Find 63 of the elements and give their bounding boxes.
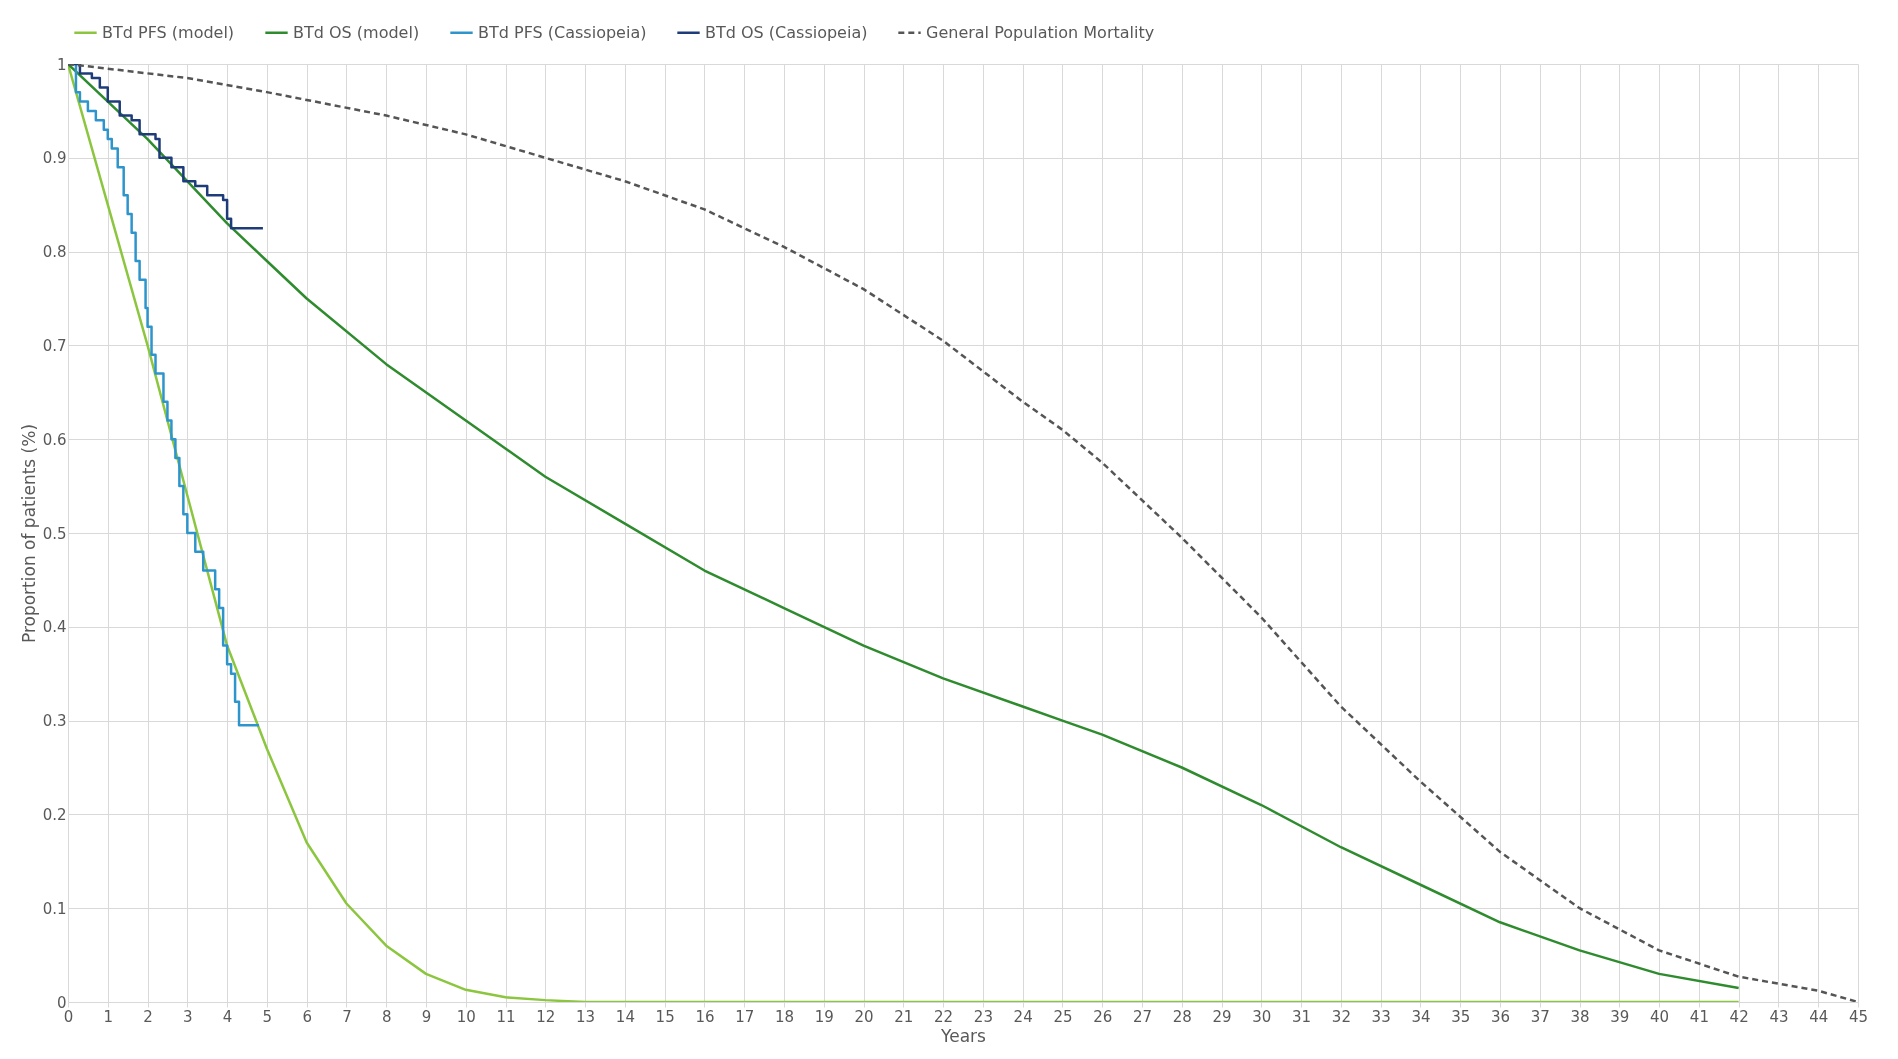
x-tick-label: 12 (536, 1007, 556, 1026)
x-tick-label: 41 (1689, 1007, 1709, 1026)
x-tick-label: 21 (894, 1007, 914, 1026)
x-tick-label: 37 (1530, 1007, 1550, 1026)
x-tick-label: 18 (774, 1007, 795, 1026)
x-tick-label: 40 (1650, 1007, 1670, 1026)
x-tick-label: 29 (1212, 1007, 1232, 1026)
x-tick-label: 16 (695, 1007, 715, 1026)
legend-label: BTd PFS (model) (102, 22, 235, 42)
y-tick-label: 0.2 (42, 805, 67, 824)
legend-label: BTd OS (Cassiopeia) (705, 22, 868, 42)
x-tick-label: 43 (1769, 1007, 1789, 1026)
x-tick-label: 24 (1013, 1007, 1033, 1026)
x-tick-label: 8 (381, 1007, 392, 1026)
y-axis-title: Proportion of patients (%) (18, 423, 39, 644)
y-tick-label: 0 (56, 993, 67, 1012)
x-axis-title: Years (940, 1025, 987, 1046)
y-tick-label: 0.9 (42, 149, 67, 168)
x-tick-label: 11 (496, 1007, 516, 1026)
x-tick-label: 39 (1610, 1007, 1630, 1026)
x-tick-label: 32 (1331, 1007, 1351, 1026)
x-tick-label: 17 (735, 1007, 755, 1026)
x-tick-label: 23 (973, 1007, 993, 1026)
x-tick-label: 30 (1252, 1007, 1272, 1026)
x-tick-label: 20 (854, 1007, 874, 1026)
y-tick-label: 0.1 (42, 899, 67, 918)
x-tick-label: 34 (1411, 1007, 1431, 1026)
x-tick-label: 6 (302, 1007, 312, 1026)
x-tick-label: 22 (934, 1007, 954, 1026)
x-tick-label: 42 (1729, 1007, 1749, 1026)
legend-label: General Population Mortality (926, 22, 1155, 42)
x-tick-label: 19 (814, 1007, 834, 1026)
x-tick-label: 7 (342, 1007, 352, 1026)
y-tick-label: 0.3 (42, 712, 67, 731)
x-tick-label: 38 (1570, 1007, 1590, 1026)
x-tick-label: 4 (222, 1007, 233, 1026)
x-tick-label: 31 (1292, 1007, 1312, 1026)
legend-label: BTd PFS (Cassiopeia) (478, 22, 647, 42)
x-tick-label: 3 (183, 1007, 193, 1026)
x-tick-label: 2 (143, 1007, 153, 1026)
x-tick-label: 28 (1172, 1007, 1192, 1026)
x-tick-label: 9 (421, 1007, 432, 1026)
x-tick-label: 35 (1451, 1007, 1471, 1026)
x-tick-label: 10 (456, 1007, 476, 1026)
y-tick-label: 1 (56, 55, 67, 74)
x-tick-label: 45 (1848, 1007, 1869, 1026)
y-tick-label: 0.4 (42, 618, 67, 637)
x-tick-label: 36 (1490, 1007, 1511, 1026)
y-tick-label: 0.6 (42, 430, 67, 449)
x-tick-label: 13 (576, 1007, 596, 1026)
x-tick-label: 5 (262, 1007, 273, 1026)
x-tick-label: 1 (103, 1007, 114, 1026)
x-tick-label: 26 (1093, 1007, 1113, 1026)
x-tick-label: 14 (615, 1007, 635, 1026)
x-tick-label: 33 (1371, 1007, 1391, 1026)
x-tick-label: 27 (1132, 1007, 1153, 1026)
y-tick-label: 0.8 (42, 243, 67, 262)
x-tick-label: 25 (1053, 1007, 1073, 1026)
legend-label: BTd OS (model) (293, 22, 420, 42)
x-tick-label: 44 (1809, 1007, 1829, 1026)
x-tick-label: 15 (655, 1007, 675, 1026)
y-tick-label: 0.5 (42, 524, 67, 543)
y-tick-label: 0.7 (42, 336, 67, 355)
